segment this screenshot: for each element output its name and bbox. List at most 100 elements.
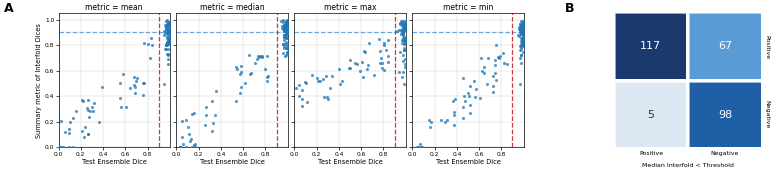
Point [435, 119, 448, 122]
Point [230, 67, 243, 70]
Point [516, 31, 529, 34]
Point [397, 27, 410, 30]
Point [281, 20, 293, 23]
Point [163, 30, 176, 33]
Point [480, 83, 493, 86]
Point [279, 43, 292, 46]
Point [397, 54, 410, 57]
Point [414, 142, 427, 145]
Point [163, 43, 176, 46]
Point [514, 29, 526, 33]
Point [487, 74, 499, 77]
Point [130, 77, 143, 80]
Point [514, 30, 526, 33]
Point [129, 79, 142, 82]
Point [279, 27, 292, 30]
Point [396, 60, 409, 63]
Point [300, 81, 313, 84]
Point [66, 117, 79, 120]
Point [161, 20, 174, 23]
Point [159, 28, 172, 31]
Point [515, 25, 527, 28]
Point [78, 125, 90, 128]
Point [160, 43, 172, 46]
Point [516, 21, 529, 24]
Point [142, 42, 154, 45]
Point [296, 88, 308, 91]
Point [83, 115, 96, 118]
Point [277, 43, 289, 46]
Point [396, 39, 409, 42]
Point [335, 80, 348, 83]
Point [380, 49, 392, 52]
Point [515, 32, 527, 35]
Text: Positive: Positive [764, 35, 769, 59]
Point [333, 68, 346, 71]
Point [235, 70, 247, 73]
Point [343, 66, 356, 69]
Point [397, 22, 410, 25]
Point [515, 53, 527, 56]
Point [281, 44, 293, 47]
Point [278, 29, 291, 32]
Point [281, 19, 293, 22]
Point [120, 105, 133, 108]
Point [392, 71, 405, 74]
Point [398, 22, 410, 25]
Point [56, 146, 69, 149]
Point [517, 36, 530, 39]
Point [174, 146, 186, 149]
Point [441, 119, 453, 122]
Point [280, 31, 292, 34]
Point [399, 66, 411, 69]
Text: 98: 98 [718, 110, 732, 119]
Point [516, 26, 529, 29]
Point [188, 143, 200, 146]
Point [314, 79, 326, 82]
Point [318, 96, 331, 99]
Point [456, 116, 469, 119]
Point [279, 36, 292, 40]
Point [281, 31, 293, 34]
Point [310, 77, 323, 80]
X-axis label: Test Ensemble Dice: Test Ensemble Dice [200, 159, 264, 165]
Point [256, 55, 268, 58]
Point [399, 25, 411, 28]
Point [396, 42, 409, 45]
Point [320, 74, 332, 77]
Point [349, 61, 362, 64]
Point [78, 135, 90, 138]
Point [324, 86, 336, 89]
Point [498, 61, 510, 64]
Point [492, 57, 505, 60]
Point [514, 28, 526, 31]
Point [163, 23, 176, 26]
Point [516, 24, 528, 27]
Point [278, 33, 290, 36]
Point [397, 33, 410, 36]
Point [399, 37, 411, 40]
Point [161, 41, 174, 44]
Point [378, 68, 390, 71]
Point [254, 54, 266, 57]
Point [85, 105, 98, 108]
Point [55, 146, 67, 149]
Point [399, 24, 411, 27]
Point [160, 47, 172, 50]
Point [394, 21, 406, 24]
Point [137, 82, 150, 85]
Point [278, 54, 291, 57]
Point [144, 57, 156, 60]
Point [399, 23, 411, 26]
Point [396, 28, 409, 31]
Point [281, 26, 293, 29]
Point [278, 29, 291, 32]
Point [489, 71, 502, 74]
Point [207, 121, 219, 124]
Point [280, 19, 292, 22]
Point [278, 28, 291, 31]
Point [200, 106, 212, 109]
Point [129, 92, 141, 95]
Point [54, 146, 66, 149]
Point [489, 79, 502, 82]
